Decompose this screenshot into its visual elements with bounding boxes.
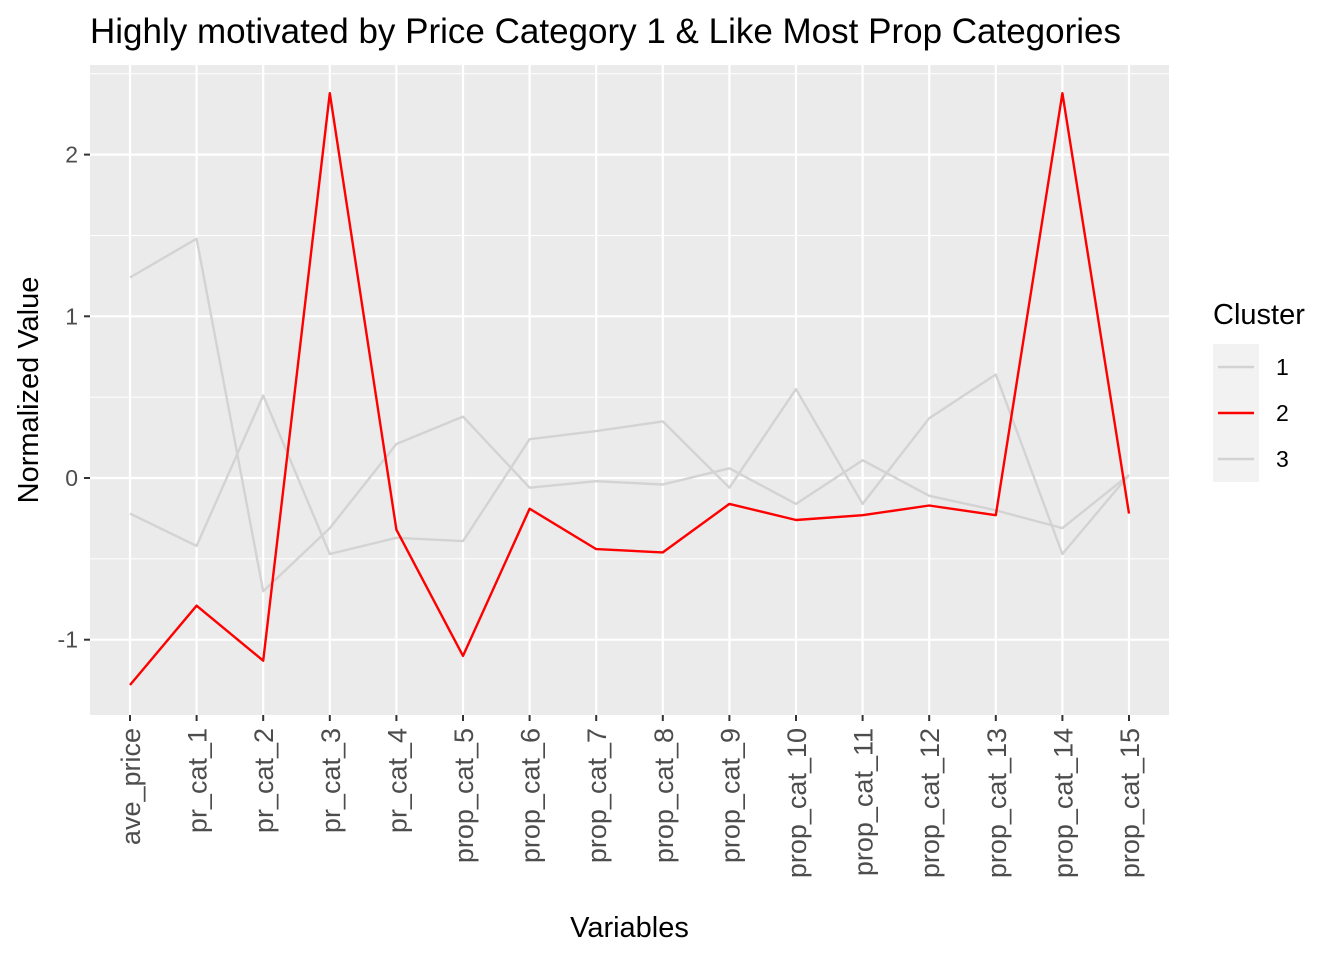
major-gridlines <box>90 65 1169 715</box>
legend: Cluster 1 2 3 <box>1213 299 1305 482</box>
legend-label-3: 3 <box>1276 446 1289 472</box>
legend-label-1: 1 <box>1276 354 1289 380</box>
x-tick-label: prop_cat_11 <box>849 728 879 876</box>
y-tick-label: 0 <box>65 465 78 491</box>
y-tick-label: 1 <box>65 303 78 329</box>
y-tick-label: 2 <box>65 142 78 168</box>
x-tick-label: pr_cat_3 <box>316 728 346 833</box>
x-tick-label: prop_cat_10 <box>782 728 812 878</box>
legend-label-2: 2 <box>1276 400 1289 426</box>
x-tick-label: prop_cat_9 <box>715 728 745 863</box>
x-tick-label: prop_cat_8 <box>649 728 679 863</box>
x-tick-label: pr_cat_1 <box>183 728 213 833</box>
plot-panel <box>90 65 1169 715</box>
x-tick-label: prop_cat_6 <box>516 728 546 863</box>
x-tick-label: pr_cat_2 <box>249 728 279 833</box>
x-tick-label: prop_cat_14 <box>1048 728 1078 878</box>
x-tick-label: prop_cat_7 <box>582 728 612 863</box>
x-tick-label: pr_cat_4 <box>382 728 412 833</box>
x-tick-label: prop_cat_5 <box>449 728 479 863</box>
x-axis: ave_price pr_cat_1 pr_cat_2 pr_cat_3 pr_cat_… <box>116 715 1145 878</box>
x-tick-label: ave_price <box>116 728 146 845</box>
series-line-3 <box>129 373 1130 556</box>
x-tick-label: prop_cat_13 <box>982 728 1012 878</box>
x-tick-label: prop_cat_12 <box>915 728 945 878</box>
legend-title: Cluster <box>1213 299 1305 331</box>
y-axis: -1 0 1 2 <box>58 142 90 653</box>
x-axis-title: Variables <box>570 912 689 944</box>
series-line-1 <box>129 237 1130 593</box>
minor-gridlines <box>90 73 1169 560</box>
series-line-2 <box>129 91 1131 686</box>
chart-title: Highly motivated by Price Category 1 & L… <box>90 12 1121 51</box>
y-axis-title: Normalized Value <box>13 277 45 504</box>
series-lines <box>129 91 1131 686</box>
y-tick-label: -1 <box>58 627 78 653</box>
x-tick-label: prop_cat_15 <box>1115 728 1145 878</box>
